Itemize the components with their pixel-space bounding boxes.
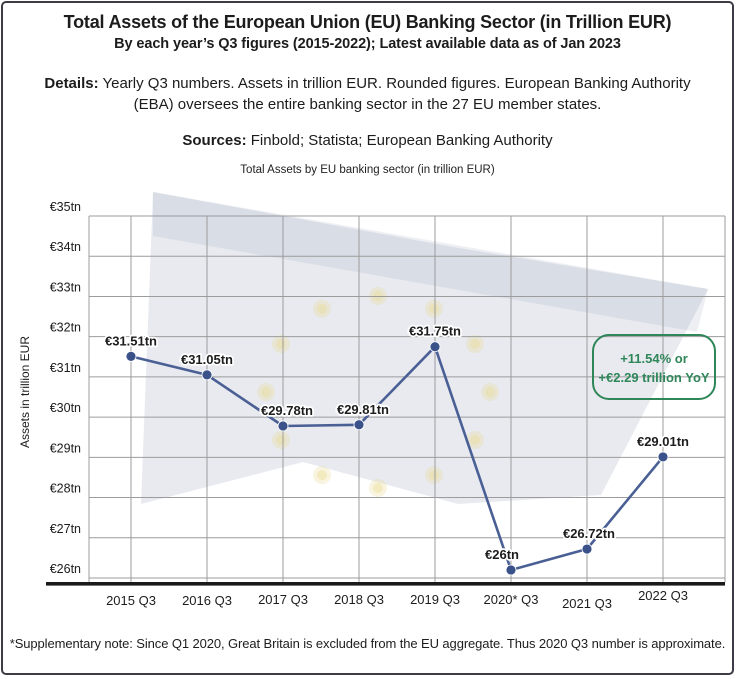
data-point-label: €31.75tn xyxy=(409,324,461,339)
y-tick-label: €28tn xyxy=(50,482,81,496)
sources-label: Sources: xyxy=(182,132,247,150)
details-label: Details: xyxy=(44,74,99,92)
flag-star xyxy=(469,339,480,350)
data-point-label: €26tn xyxy=(485,547,519,562)
y-tick-label: €32tn xyxy=(50,321,81,335)
data-point-label: €26.72tn xyxy=(563,526,615,541)
y-tick-label: €26tn xyxy=(50,562,81,576)
series-line xyxy=(129,345,665,572)
details-line: Details: Yearly Q3 numbers. Assets in tr… xyxy=(30,73,706,117)
data-point xyxy=(657,451,669,463)
data-point xyxy=(429,341,441,353)
y-tick-label: €27tn xyxy=(50,522,81,536)
y-tick-label: €33tn xyxy=(50,281,81,295)
flag-star xyxy=(272,335,291,354)
chart-inner-title: Total Assets by EU banking sector (in tr… xyxy=(240,164,495,177)
data-point xyxy=(201,369,213,381)
y-tick-label: €31tn xyxy=(50,361,81,375)
data-point xyxy=(277,420,289,432)
flag-star xyxy=(465,335,484,354)
x-tick-label: 2015 Q3 xyxy=(106,593,156,608)
flag-star xyxy=(276,435,287,446)
y-tick-label: €34tn xyxy=(50,240,81,254)
flag-star xyxy=(469,435,480,446)
data-point-label: €29.81tn xyxy=(337,402,389,417)
flag-star xyxy=(481,383,499,402)
flag-shade-band xyxy=(153,192,708,333)
x-axis-line xyxy=(46,582,725,586)
data-point-label: €29.01tn xyxy=(637,434,689,449)
data-point-label: €29.78tn xyxy=(261,403,313,418)
flag-star xyxy=(313,466,331,485)
x-tick-label: 2021 Q3 xyxy=(562,596,612,611)
yoy-annotation: +11.54% or +€2.29 trillion YoY xyxy=(592,334,716,401)
flag-star xyxy=(317,470,327,481)
yoy-annotation-text-line2: +€2.29 trillion YoY xyxy=(598,370,709,385)
sources-text: Finbold; Statista; European Banking Auth… xyxy=(250,132,553,150)
flag-star xyxy=(276,339,287,350)
flag-star xyxy=(425,299,443,318)
page-subtitle: By each year’s Q3 figures (2015-2022); L… xyxy=(114,35,621,52)
assets-line-chart: €26tn €27tn €28tn €29tn €30tn €31tn €32tn €33tn… xyxy=(18,192,726,611)
flag-star xyxy=(369,479,387,498)
page-title: Total Assets of the European Union (EU) … xyxy=(63,12,672,32)
flag-star xyxy=(485,387,495,398)
flag-star xyxy=(425,466,443,485)
footnote: *Supplementary note: Since Q1 2020, Grea… xyxy=(9,636,726,652)
flag-star xyxy=(313,299,331,318)
plot-area: €26tn €27tn €28tn €29tn €30tn €31tn €32tn €33tn… xyxy=(3,180,732,625)
yoy-annotation-box xyxy=(592,334,716,401)
y-tick-label: €29tn xyxy=(50,441,81,455)
details-text: Yearly Q3 numbers. Assets in trillion EU… xyxy=(102,74,691,114)
x-tick-label: 2022 Q3 xyxy=(638,588,688,603)
x-tick-label: 2020* Q3 xyxy=(484,592,539,607)
x-tick-label: 2019 Q3 xyxy=(410,592,460,607)
sources-line: Sources: Finbold; Statista; European Ban… xyxy=(3,132,732,149)
x-tick-label: 2016 Q3 xyxy=(182,593,232,608)
flag-star xyxy=(373,483,383,494)
flag-star xyxy=(465,431,484,450)
data-point xyxy=(505,564,517,576)
yoy-annotation-text-line1: +11.54% or xyxy=(620,351,688,366)
data-point xyxy=(581,543,593,555)
chart-header: Total Assets of the European Union (EU) … xyxy=(3,12,732,176)
data-point-label: €31.51tn xyxy=(105,333,157,348)
x-tick-label: 2017 Q3 xyxy=(258,592,308,607)
x-tick-label: 2018 Q3 xyxy=(334,592,384,607)
y-axis-title: Assets in trillion EUR xyxy=(18,336,32,448)
flag-star xyxy=(272,431,291,450)
y-tick-label: €35tn xyxy=(50,200,81,214)
flag-star xyxy=(257,383,275,402)
data-point xyxy=(353,419,365,431)
data-point-label: €31.05tn xyxy=(181,352,233,367)
flag-star xyxy=(429,303,439,314)
flag-star xyxy=(261,387,271,398)
flag-star xyxy=(429,470,439,481)
y-tick-label: €30tn xyxy=(50,401,81,415)
data-point xyxy=(125,351,137,362)
flag-star xyxy=(317,303,327,314)
